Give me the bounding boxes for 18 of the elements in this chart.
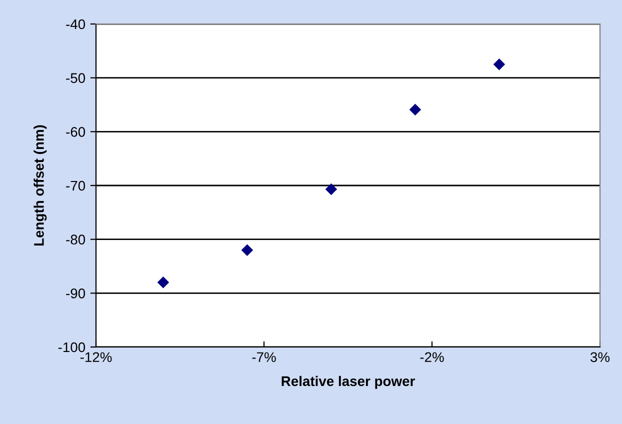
point [326, 184, 337, 195]
y-axis-title: Length offset (nm) [34, 125, 47, 246]
point [410, 104, 421, 116]
x-tick-label: 3% [590, 352, 610, 362]
y-tick-label: -90 [66, 288, 86, 298]
x-tick-label: -12% [80, 352, 112, 362]
y-tick-label: -50 [66, 73, 86, 84]
x-tick-label: -7% [252, 352, 276, 362]
point [494, 58, 505, 70]
y-tick-label: -80 [66, 234, 86, 245]
point [242, 244, 253, 256]
y-tick-label: -100 [58, 342, 86, 352]
y-tick-label: -60 [66, 127, 86, 137]
y-tick-label: -40 [66, 19, 86, 30]
x-tick-label: -2% [420, 352, 444, 362]
x-axis-title: Relative laser power [282, 376, 415, 389]
y-tick-label: -70 [66, 180, 86, 191]
point [158, 276, 169, 288]
